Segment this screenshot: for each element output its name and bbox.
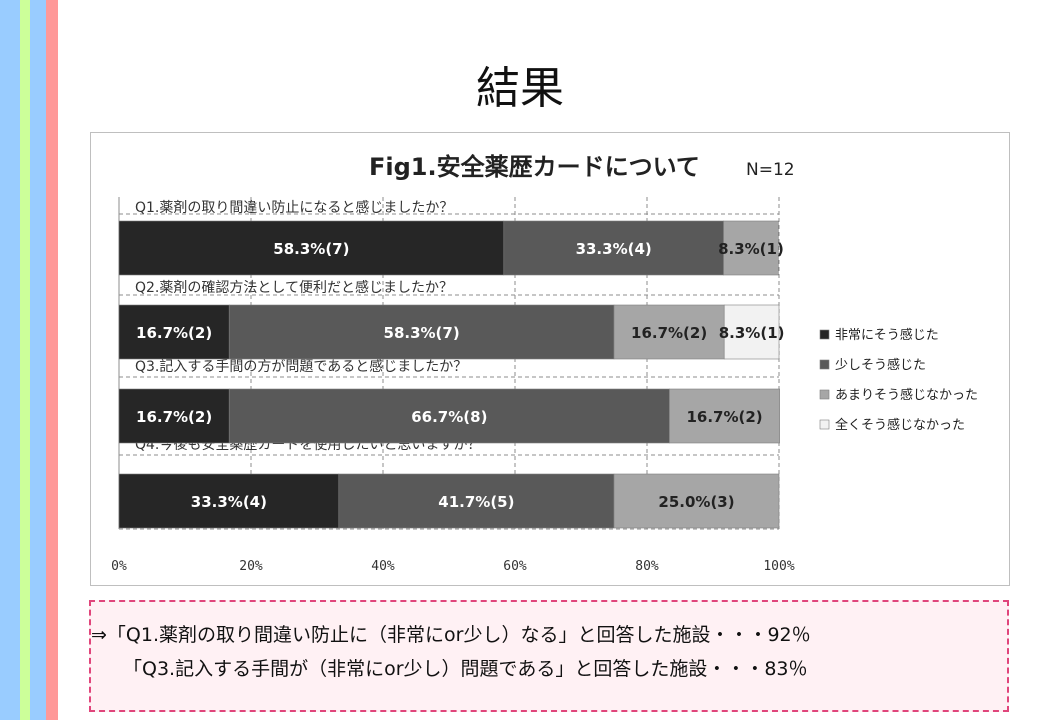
- data-label-q2-s2: 58.3%(7): [384, 324, 460, 342]
- bar-q4-s2: [338, 473, 615, 529]
- bar-q2-s4: [723, 304, 780, 360]
- legend-swatch-2: [819, 359, 830, 370]
- stripe-3: [46, 0, 58, 720]
- legend-swatch-3: [819, 389, 830, 400]
- bar-q4-s3: [613, 473, 780, 529]
- data-label-q1-s2: 33.3%(4): [576, 240, 652, 258]
- data-label-q4-s3: 25.0%(3): [658, 493, 734, 511]
- legend-swatch-4: [819, 419, 830, 430]
- bar-q1-s1: [118, 220, 505, 276]
- stripe-2: [30, 0, 46, 720]
- category-label-q3: Q3.記入する手間の方が問題であると感じましたか？: [135, 358, 467, 375]
- legend-label-3: あまりそう感じなかった: [835, 387, 978, 403]
- conclusion-line-q1: ⇒「Q1.薬剤の取り間違い防止に（非常にor少し）なる」と回答した施設・・・92…: [91, 624, 811, 646]
- data-label-q1-s3: 8.3%(1): [718, 240, 784, 258]
- data-label-q4-s1: 33.3%(4): [191, 493, 267, 511]
- category-label-q2: Q2.薬剤の確認方法として便利だと感じましたか？: [135, 279, 453, 296]
- bar-q2-s1: [118, 304, 230, 360]
- legend-label-2: 少しそう感じた: [835, 357, 926, 373]
- legend-swatch-1: [819, 329, 830, 340]
- bar-q1-s3: [723, 220, 779, 276]
- data-label-q4-s2: 41.7%(5): [438, 493, 514, 511]
- x-tick-label-5: 100%: [763, 559, 794, 574]
- x-tick-label-3: 60%: [503, 559, 527, 574]
- legend-label-1: 非常にそう感じた: [835, 327, 939, 343]
- stacked-bar-chart: Fig1.安全薬歴カードについて N=12 Q1.薬剤の取り間違い防止になると感じま…: [111, 153, 978, 574]
- x-tick-label-2: 40%: [371, 559, 395, 574]
- data-label-q3-s2: 66.7%(8): [411, 408, 487, 426]
- x-tick-label-1: 20%: [239, 559, 263, 574]
- chart-frame: Fig1.安全薬歴カードについて N=12 Q1.薬剤の取り間違い防止になると感じま…: [90, 132, 1010, 586]
- data-label-q1-s1: 58.3%(7): [273, 240, 349, 258]
- bar-q4-s1: [118, 473, 340, 529]
- stripe-1: [20, 0, 30, 720]
- bar-q3-s2: [228, 388, 670, 444]
- chart-title: Fig1.安全薬歴カードについて: [369, 153, 700, 181]
- conclusion-box: ⇒「Q1.薬剤の取り間違い防止に（非常にor少し）なる」と回答した施設・・・92…: [89, 600, 1009, 712]
- data-label-q2-s3: 16.7%(2): [631, 324, 707, 342]
- bar-q2-s3: [613, 304, 725, 360]
- conclusion-line-q3: 「Q3.記入する手間が（非常にor少し）問題である」と回答した施設・・・83％: [123, 658, 808, 680]
- x-tick-label-0: 0%: [111, 559, 127, 574]
- chart-subtitle: N=12: [746, 160, 795, 180]
- data-label-q3-s3: 16.7%(2): [686, 408, 762, 426]
- bar-q3-s3: [669, 388, 780, 444]
- data-label-q2-s4: 8.3%(1): [719, 324, 785, 342]
- category-label-q1: Q1.薬剤の取り間違い防止になると感じましたか？: [135, 199, 453, 216]
- bar-q1-s2: [503, 220, 724, 276]
- bar-q3-s1: [118, 388, 230, 444]
- data-label-q2-s1: 16.7%(2): [136, 324, 212, 342]
- bar-q2-s2: [228, 304, 615, 360]
- slide-title: 結果: [476, 63, 564, 114]
- legend-label-4: 全くそう感じなかった: [835, 417, 965, 433]
- stripe-0: [0, 0, 20, 720]
- x-tick-label-4: 80%: [635, 559, 659, 574]
- data-label-q3-s1: 16.7%(2): [136, 408, 212, 426]
